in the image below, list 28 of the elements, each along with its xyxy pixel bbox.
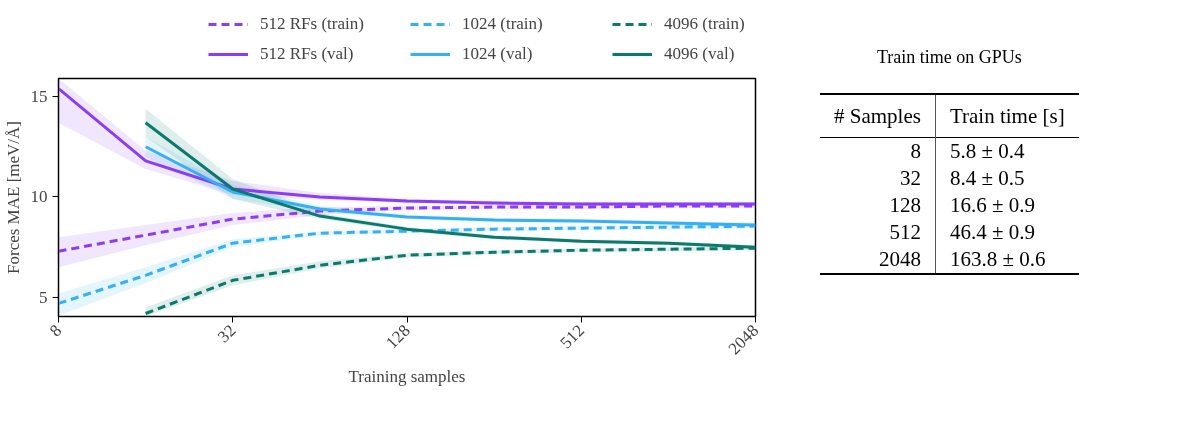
y-tick-label: 5 bbox=[39, 287, 48, 307]
legend-label: 512 RFs (train) bbox=[260, 14, 365, 34]
legend-label: 4096 (val) bbox=[664, 44, 736, 64]
x-tick-label: 128 bbox=[382, 320, 414, 353]
legend-label: 1024 (train) bbox=[462, 14, 544, 34]
text: 128 bbox=[820, 191, 936, 219]
x-tick-label: 512 bbox=[556, 320, 588, 353]
text: 16.6 ± 0.9 bbox=[948, 191, 1036, 219]
text: 8.4 ± 0.5 bbox=[948, 164, 1026, 192]
legend-label: 4096 (train) bbox=[664, 14, 746, 34]
legend-label: 512 RFs (val) bbox=[260, 44, 355, 64]
text: Train time [s] bbox=[948, 102, 1066, 130]
text: # Samples bbox=[820, 93, 936, 138]
x-axis-title: Training samples bbox=[348, 367, 466, 387]
x-tick-label: 32 bbox=[214, 320, 240, 347]
text: 46.4 ± 0.9 bbox=[948, 218, 1036, 246]
y-tick-label: 10 bbox=[30, 187, 48, 207]
y-axis-title: Forces MAE [meV/Å] bbox=[3, 121, 23, 274]
x-tick-label: 8 bbox=[45, 320, 66, 341]
text: 32 bbox=[820, 164, 936, 192]
text: 5.8 ± 0.4 bbox=[948, 137, 1026, 165]
y-tick-label: 15 bbox=[30, 87, 48, 107]
text: Train time on GPUs bbox=[875, 46, 1023, 69]
text: 8 bbox=[820, 137, 936, 165]
text: 512 bbox=[820, 218, 936, 246]
text: 2048 bbox=[820, 245, 936, 274]
legend-label: 1024 (val) bbox=[462, 44, 534, 64]
text: 163.8 ± 0.6 bbox=[948, 245, 1047, 273]
